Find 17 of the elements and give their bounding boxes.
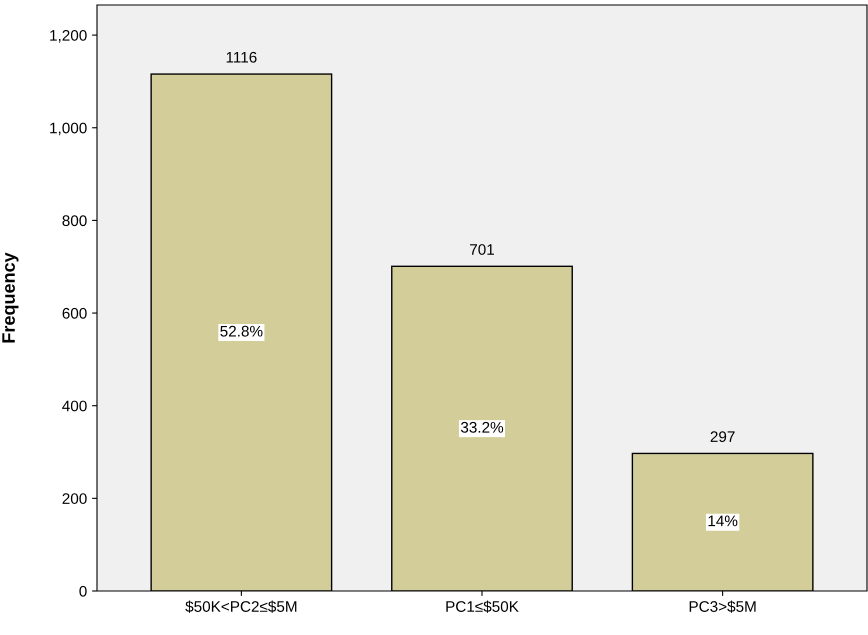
- x-tick-label: $50K<PC2≤$5M: [185, 600, 296, 613]
- x-tick-label: PC3>$5M: [690, 600, 756, 613]
- y-tick-label: 1,000: [50, 122, 87, 136]
- y-tick-label: 0: [79, 586, 87, 597]
- data-label: 1116: [226, 52, 257, 63]
- y-tick-label: 600: [62, 308, 87, 319]
- y-axis-title: Frequency: [2, 252, 18, 342]
- annotation: 14%: [708, 516, 738, 526]
- data-label: 297: [710, 431, 735, 442]
- x-tick-label: PC1≤$50K: [446, 600, 519, 613]
- y-tick-label: 400: [62, 400, 87, 412]
- data-label: 701: [470, 244, 494, 255]
- y-tick-label: 200: [62, 493, 87, 504]
- annotation: 33.2%: [460, 422, 504, 433]
- y-tick-label: 800: [62, 215, 87, 226]
- annotation: 52.8%: [220, 326, 262, 337]
- y-tick-label: 1,200: [50, 30, 87, 43]
